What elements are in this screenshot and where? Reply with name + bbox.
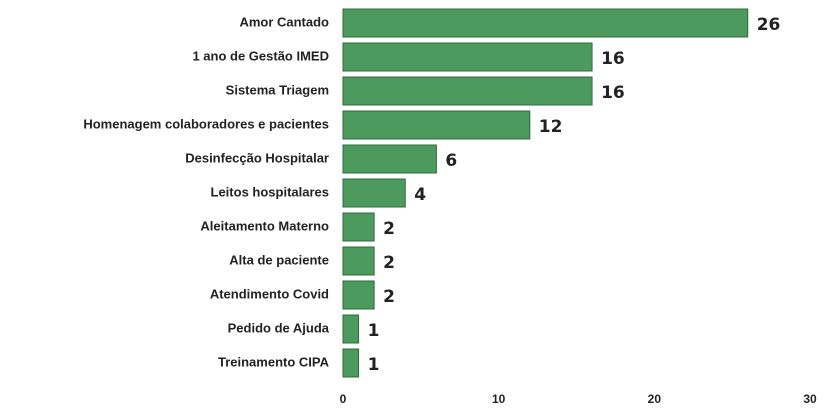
y-tick-label: Pedido de Ajuda — [228, 320, 330, 335]
value-label: 16 — [601, 83, 625, 103]
bar — [342, 178, 406, 208]
value-label: 4 — [414, 185, 426, 205]
value-label: 16 — [601, 49, 625, 69]
y-tick-label: Amor Cantado — [239, 14, 329, 29]
x-tick-label: 10 — [492, 392, 506, 406]
bar — [342, 246, 375, 276]
bar — [342, 212, 375, 242]
value-label: 2 — [383, 219, 395, 239]
bar — [342, 280, 375, 310]
y-tick-label: Homenagem colaboradores e pacientes — [83, 116, 329, 131]
value-label: 26 — [757, 15, 781, 35]
y-tick-label: Desinfecção Hospitalar — [185, 150, 329, 165]
value-label: 1 — [368, 355, 380, 375]
bar — [342, 314, 360, 344]
value-label: 1 — [368, 321, 380, 341]
y-tick-label: Atendimento Covid — [210, 286, 329, 301]
bar — [342, 76, 593, 106]
y-tick-label: Leitos hospitalares — [211, 184, 329, 199]
bar — [342, 110, 531, 140]
y-tick-label: Sistema Triagem — [226, 82, 329, 97]
bar — [342, 8, 749, 38]
value-label: 12 — [539, 117, 563, 137]
y-tick-label: Alta de paciente — [229, 252, 329, 267]
value-label: 6 — [445, 151, 457, 171]
bar — [342, 144, 437, 174]
bar — [342, 348, 360, 378]
x-tick-label: 30 — [803, 392, 817, 406]
value-label: 2 — [383, 253, 395, 273]
y-tick-label: Treinamento CIPA — [218, 354, 330, 369]
y-tick-label: Aleitamento Materno — [200, 218, 329, 233]
x-tick-label: 20 — [648, 392, 662, 406]
y-tick-label: 1 ano de Gestão IMED — [192, 48, 329, 63]
x-tick-label: 0 — [340, 392, 347, 406]
value-label: 2 — [383, 287, 395, 307]
bar — [342, 42, 593, 72]
